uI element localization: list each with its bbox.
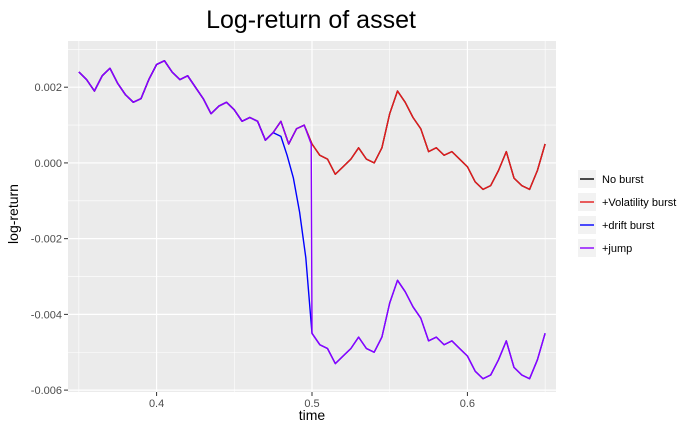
y-tick-label: 0.002: [34, 82, 62, 94]
legend-label: +Volatility burst: [602, 197, 676, 209]
y-tick-label: -0.002: [31, 234, 62, 246]
y-axis-title: log-return: [5, 184, 21, 244]
x-tick-label: 0.5: [304, 398, 319, 410]
axes: 0.4 0.5 0.6 0.002 0.000 -0.002 -0.004 -0.006: [31, 82, 475, 410]
chart-title: Log-return of asset: [206, 6, 416, 34]
x-tick-label: 0.6: [460, 398, 475, 410]
legend-label: No burst: [602, 174, 644, 186]
series-line-3: [78, 60, 546, 380]
y-tick-label: -0.006: [31, 385, 62, 397]
legend-label: +jump: [602, 243, 632, 255]
series-lines: [78, 60, 546, 380]
y-tick-label: 0.000: [34, 158, 62, 170]
y-tick-label: -0.004: [31, 309, 62, 321]
x-axis-title: time: [299, 407, 326, 423]
x-tick-label: 0.4: [149, 398, 164, 410]
legend: No burst +Volatility burst +drift burst +ju…: [578, 170, 676, 257]
legend-label: +drift burst: [602, 220, 654, 232]
